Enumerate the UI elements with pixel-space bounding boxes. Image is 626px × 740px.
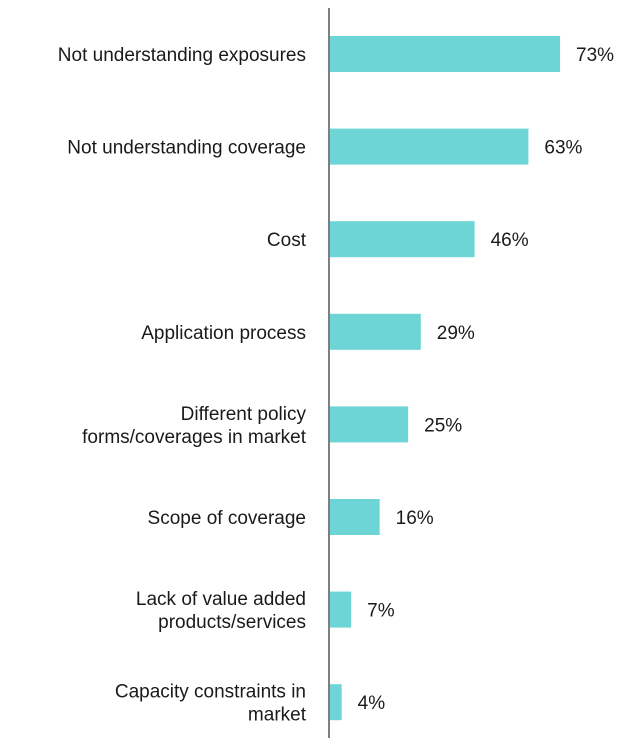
category-label-7-line-0: Capacity constraints in (115, 682, 306, 703)
bar-5 (329, 499, 380, 535)
bar-1 (329, 128, 529, 165)
category-label-6-line-0: Lack of value added (136, 589, 306, 610)
category-label-1-line-0: Not understanding coverage (67, 138, 306, 159)
category-label-4-line-1: forms/coverages in market (82, 427, 307, 448)
category-label-5-line-0: Scope of coverage (148, 508, 306, 529)
category-label-7: Capacity constraints in market (115, 682, 307, 726)
value-label-5: 16% (396, 508, 434, 529)
bar-4 (329, 406, 409, 443)
value-label-1: 63% (544, 138, 582, 159)
value-label-4: 25% (424, 415, 462, 436)
category-label-3-line-0: Application process (141, 323, 306, 344)
bar-0 (329, 36, 561, 72)
category-label-3: Application process (141, 323, 306, 344)
bars-layer (329, 36, 561, 721)
category-label-4-line-0: Different policy (181, 404, 307, 425)
value-label-6: 7% (367, 601, 395, 622)
category-label-0: Not understanding exposures (58, 45, 306, 66)
value-label-7: 4% (358, 693, 386, 714)
category-label-6: Lack of value added products/services (136, 589, 306, 633)
category-label-6-line-1: products/services (158, 612, 306, 633)
value-label-0: 73% (576, 45, 614, 66)
category-label-7-line-1: market (248, 705, 307, 726)
value-label-2: 46% (491, 230, 529, 251)
category-label-2-line-0: Cost (267, 230, 307, 251)
bar-3 (329, 313, 421, 350)
labels-layer: 73% Not understanding exposures 63% Not und… (58, 45, 614, 726)
category-label-4: Different policy forms/coverages in marke… (82, 404, 307, 448)
category-label-1: Not understanding coverage (67, 138, 306, 159)
value-label-3: 29% (437, 323, 475, 344)
bar-7 (329, 684, 342, 721)
bar-6 (329, 591, 352, 628)
category-label-5: Scope of coverage (148, 508, 306, 529)
category-label-2: Cost (267, 230, 307, 251)
bar-2 (329, 221, 475, 258)
category-label-0-line-0: Not understanding exposures (58, 45, 306, 66)
